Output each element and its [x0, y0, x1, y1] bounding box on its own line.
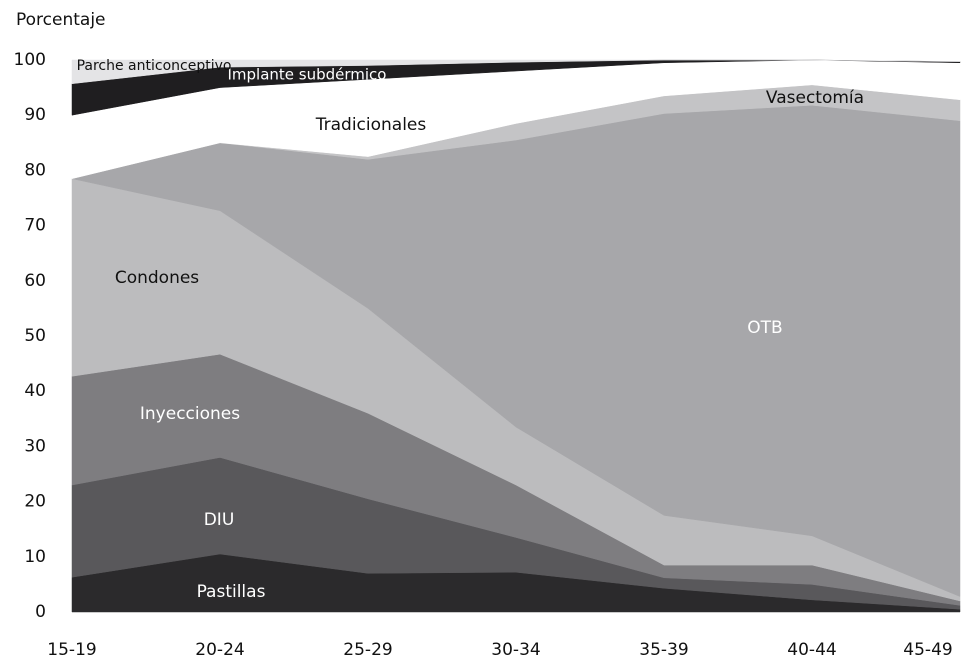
y-tick-label: 20 — [24, 492, 46, 512]
y-tick-label: 50 — [24, 326, 46, 346]
y-tick-label: 30 — [24, 436, 46, 456]
y-tick-label: 60 — [24, 271, 46, 291]
area — [71, 59, 961, 85]
series-label: Inyecciones — [140, 404, 240, 424]
x-tick-label: 15-19 — [47, 640, 96, 660]
series-label: OTB — [747, 318, 782, 338]
series-label: DIU — [204, 510, 235, 530]
y-tick-label: 70 — [24, 216, 46, 236]
y-tick-label: 0 — [35, 602, 46, 622]
x-tick-label: 30-34 — [491, 640, 540, 660]
x-tick-label: 45-49 — [903, 640, 952, 660]
areas — [71, 59, 961, 613]
series-label: Parche anticonceptivo — [77, 58, 232, 74]
x-tick-label: 40-44 — [787, 640, 836, 660]
series-label: Tradicionales — [315, 115, 427, 135]
y-axis-label: Porcentaje — [16, 10, 106, 30]
y-tick-label: 10 — [24, 547, 46, 567]
series-label: Vasectomía — [766, 88, 864, 108]
series-label: Pastillas — [197, 582, 266, 602]
y-tick-label: 100 — [14, 50, 46, 70]
y-tick-label: 80 — [24, 160, 46, 180]
x-tick-label: 35-39 — [639, 640, 688, 660]
series-label: Implante subdérmico — [227, 66, 386, 84]
series-label: Condones — [115, 268, 199, 288]
y-tick-label: 40 — [24, 381, 46, 401]
x-tick-label: 20-24 — [195, 640, 244, 660]
x-tick-label: 25-29 — [343, 640, 392, 660]
y-tick-label: 90 — [24, 105, 46, 125]
